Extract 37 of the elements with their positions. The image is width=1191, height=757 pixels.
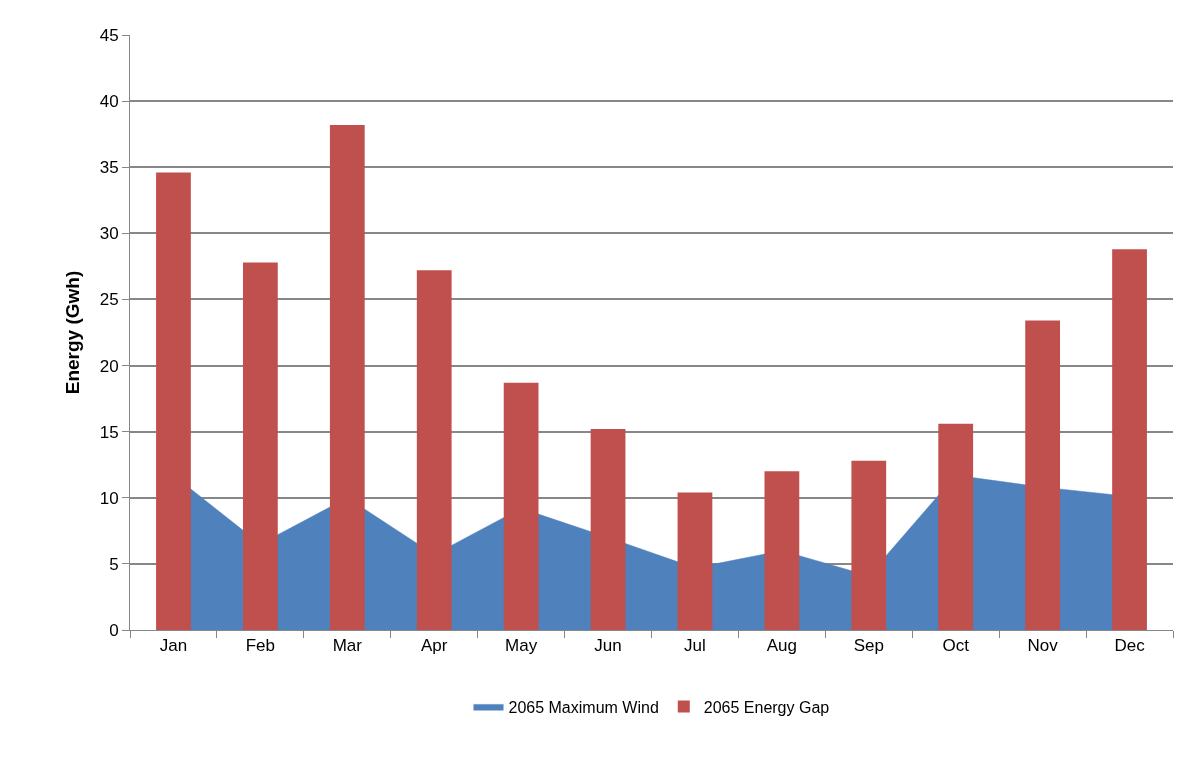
bar <box>851 460 887 630</box>
bar <box>1025 320 1061 630</box>
x-tick-label: Mar <box>332 636 363 656</box>
bar <box>677 492 713 630</box>
y-tick-label: 40 <box>99 92 119 112</box>
bar <box>416 270 452 630</box>
y-tick-label: 15 <box>99 422 119 442</box>
x-tick-label: Sep <box>853 636 884 656</box>
bar <box>938 423 974 630</box>
legend-label: 2065 Energy Gap <box>703 698 830 716</box>
y-tick-label: 10 <box>99 488 119 508</box>
bar <box>503 382 539 630</box>
y-tick-label: 5 <box>109 554 119 574</box>
bar <box>764 471 800 630</box>
x-tick-label: Nov <box>1027 636 1059 656</box>
x-tick-label: Oct <box>942 636 970 656</box>
bar <box>242 262 278 630</box>
x-tick-label: Aug <box>766 636 798 656</box>
y-tick-label: 30 <box>99 224 119 244</box>
y-tick-label: 0 <box>109 620 119 640</box>
y-axis-title: Energy (Gwh) <box>61 270 83 395</box>
x-tick-label: Jun <box>594 636 622 656</box>
y-tick-label: 45 <box>99 25 119 45</box>
bar <box>590 429 626 630</box>
x-tick-label: Apr <box>420 636 448 656</box>
legend-label: 2065 Maximum Wind <box>508 698 659 716</box>
x-tick-label: Feb <box>245 636 276 656</box>
x-tick-label: Dec <box>1114 636 1146 656</box>
x-tick-label: Jul <box>684 636 706 656</box>
y-tick-label: 20 <box>99 356 119 376</box>
x-tick-label: Jan <box>159 636 188 656</box>
bar <box>156 172 191 630</box>
bar <box>1112 249 1147 630</box>
bar <box>329 124 365 630</box>
y-tick-label: 35 <box>99 158 119 178</box>
x-tick-label: May <box>505 636 538 656</box>
y-tick-label: 25 <box>99 290 119 310</box>
